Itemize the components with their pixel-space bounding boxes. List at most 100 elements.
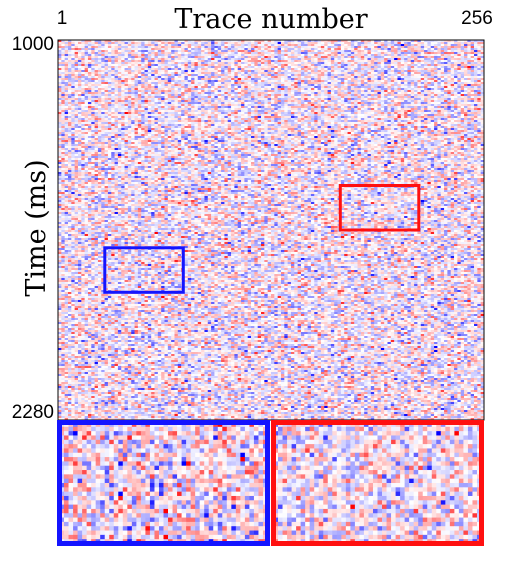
heatmap-cell: [467, 50, 471, 52]
heatmap-cell: [291, 56, 295, 58]
heatmap-cell: [261, 56, 265, 58]
heatmap-cell: [101, 58, 105, 60]
heatmap-cell: [411, 42, 415, 44]
heatmap-cell: [68, 44, 72, 46]
heatmap-cell: [271, 42, 275, 44]
heatmap-cell: [294, 60, 298, 62]
heatmap-cell: [341, 60, 345, 62]
heatmap-cell: [191, 54, 195, 56]
heatmap-cell: [397, 56, 401, 58]
heatmap-cell: [294, 48, 298, 50]
heatmap-cell: [168, 56, 172, 58]
heatmap-cell: [318, 46, 322, 48]
heatmap-cell: [291, 46, 295, 48]
heatmap-cell: [111, 54, 115, 56]
heatmap-cell: [444, 60, 448, 62]
heatmap-cell: [234, 60, 238, 62]
heatmap-cell: [404, 42, 408, 44]
heatmap-cell: [145, 58, 149, 60]
heatmap-cell: [161, 48, 165, 50]
heatmap-cell: [115, 42, 119, 44]
heatmap-cell: [384, 58, 388, 60]
heatmap-cell: [414, 46, 418, 48]
heatmap-cell: [91, 60, 95, 62]
heatmap-cell: [378, 60, 382, 62]
heatmap-cell: [201, 44, 205, 46]
heatmap-cell: [361, 50, 365, 52]
heatmap-cell: [264, 50, 268, 52]
heatmap-cell: [131, 46, 135, 48]
heatmap-cell: [171, 50, 175, 52]
heatmap-cell: [254, 46, 258, 48]
heatmap-cell: [288, 52, 292, 54]
heatmap-cell: [128, 54, 132, 56]
heatmap-cell: [451, 42, 455, 44]
heatmap-cell: [334, 58, 338, 60]
heatmap-cell: [148, 60, 152, 62]
heatmap-cell: [178, 44, 182, 46]
heatmap-cell: [188, 44, 192, 46]
heatmap-cell: [261, 52, 265, 54]
heatmap-cell: [414, 50, 418, 52]
heatmap-cell: [321, 58, 325, 60]
heatmap-cell: [231, 42, 235, 44]
heatmap-cell: [431, 46, 435, 48]
heatmap-cell: [364, 52, 368, 54]
heatmap-cell: [417, 50, 421, 52]
heatmap-cell: [431, 42, 435, 44]
heatmap-cell: [98, 42, 102, 44]
heatmap-cell: [301, 44, 305, 46]
heatmap-cell: [168, 50, 172, 52]
heatmap-cell: [91, 54, 95, 56]
heatmap-cell: [168, 62, 172, 64]
heatmap-cell: [441, 52, 445, 54]
heatmap-cell: [318, 60, 322, 62]
heatmap-cell: [328, 52, 332, 54]
heatmap-cell: [228, 42, 232, 44]
heatmap-cell: [111, 48, 115, 50]
heatmap-cell: [238, 44, 242, 46]
heatmap-cell: [98, 52, 102, 54]
heatmap-cell: [378, 58, 382, 60]
heatmap-cell: [384, 42, 388, 44]
heatmap-cell: [58, 60, 62, 62]
heatmap-cell: [151, 62, 155, 64]
heatmap-cell: [218, 48, 222, 50]
heatmap-cell: [58, 48, 62, 50]
heatmap-cell: [314, 44, 318, 46]
heatmap-cell: [457, 56, 461, 58]
heatmap-cell: [68, 48, 72, 50]
heatmap-cell: [384, 44, 388, 46]
heatmap-cell: [65, 44, 69, 46]
heatmap-cell: [234, 48, 238, 50]
heatmap-cell: [364, 60, 368, 62]
heatmap-cell: [394, 46, 398, 48]
heatmap-cell: [141, 48, 145, 50]
heatmap-cell: [318, 52, 322, 54]
heatmap-cell: [258, 42, 262, 44]
heatmap-cell: [194, 56, 198, 58]
heatmap-cell: [351, 44, 355, 46]
heatmap-cell: [378, 54, 382, 56]
heatmap-cell: [241, 50, 245, 52]
heatmap-cell: [421, 44, 425, 46]
heatmap-cell: [264, 56, 268, 58]
heatmap-cell: [108, 56, 112, 58]
heatmap-cell: [354, 54, 358, 56]
heatmap-cell: [411, 60, 415, 62]
heatmap-cell: [224, 60, 228, 62]
heatmap-cell: [211, 46, 215, 48]
heatmap-cell: [254, 44, 258, 46]
heatmap-cell: [447, 46, 451, 48]
heatmap-cell: [374, 46, 378, 48]
heatmap-cell: [474, 56, 478, 58]
heatmap-cell: [208, 60, 212, 62]
heatmap-cell: [85, 56, 89, 58]
heatmap-cell: [274, 56, 278, 58]
heatmap-cell: [331, 42, 335, 44]
heatmap-cell: [75, 46, 79, 48]
heatmap-cell: [81, 56, 85, 58]
heatmap-cell: [228, 46, 232, 48]
heatmap-cell: [464, 44, 468, 46]
